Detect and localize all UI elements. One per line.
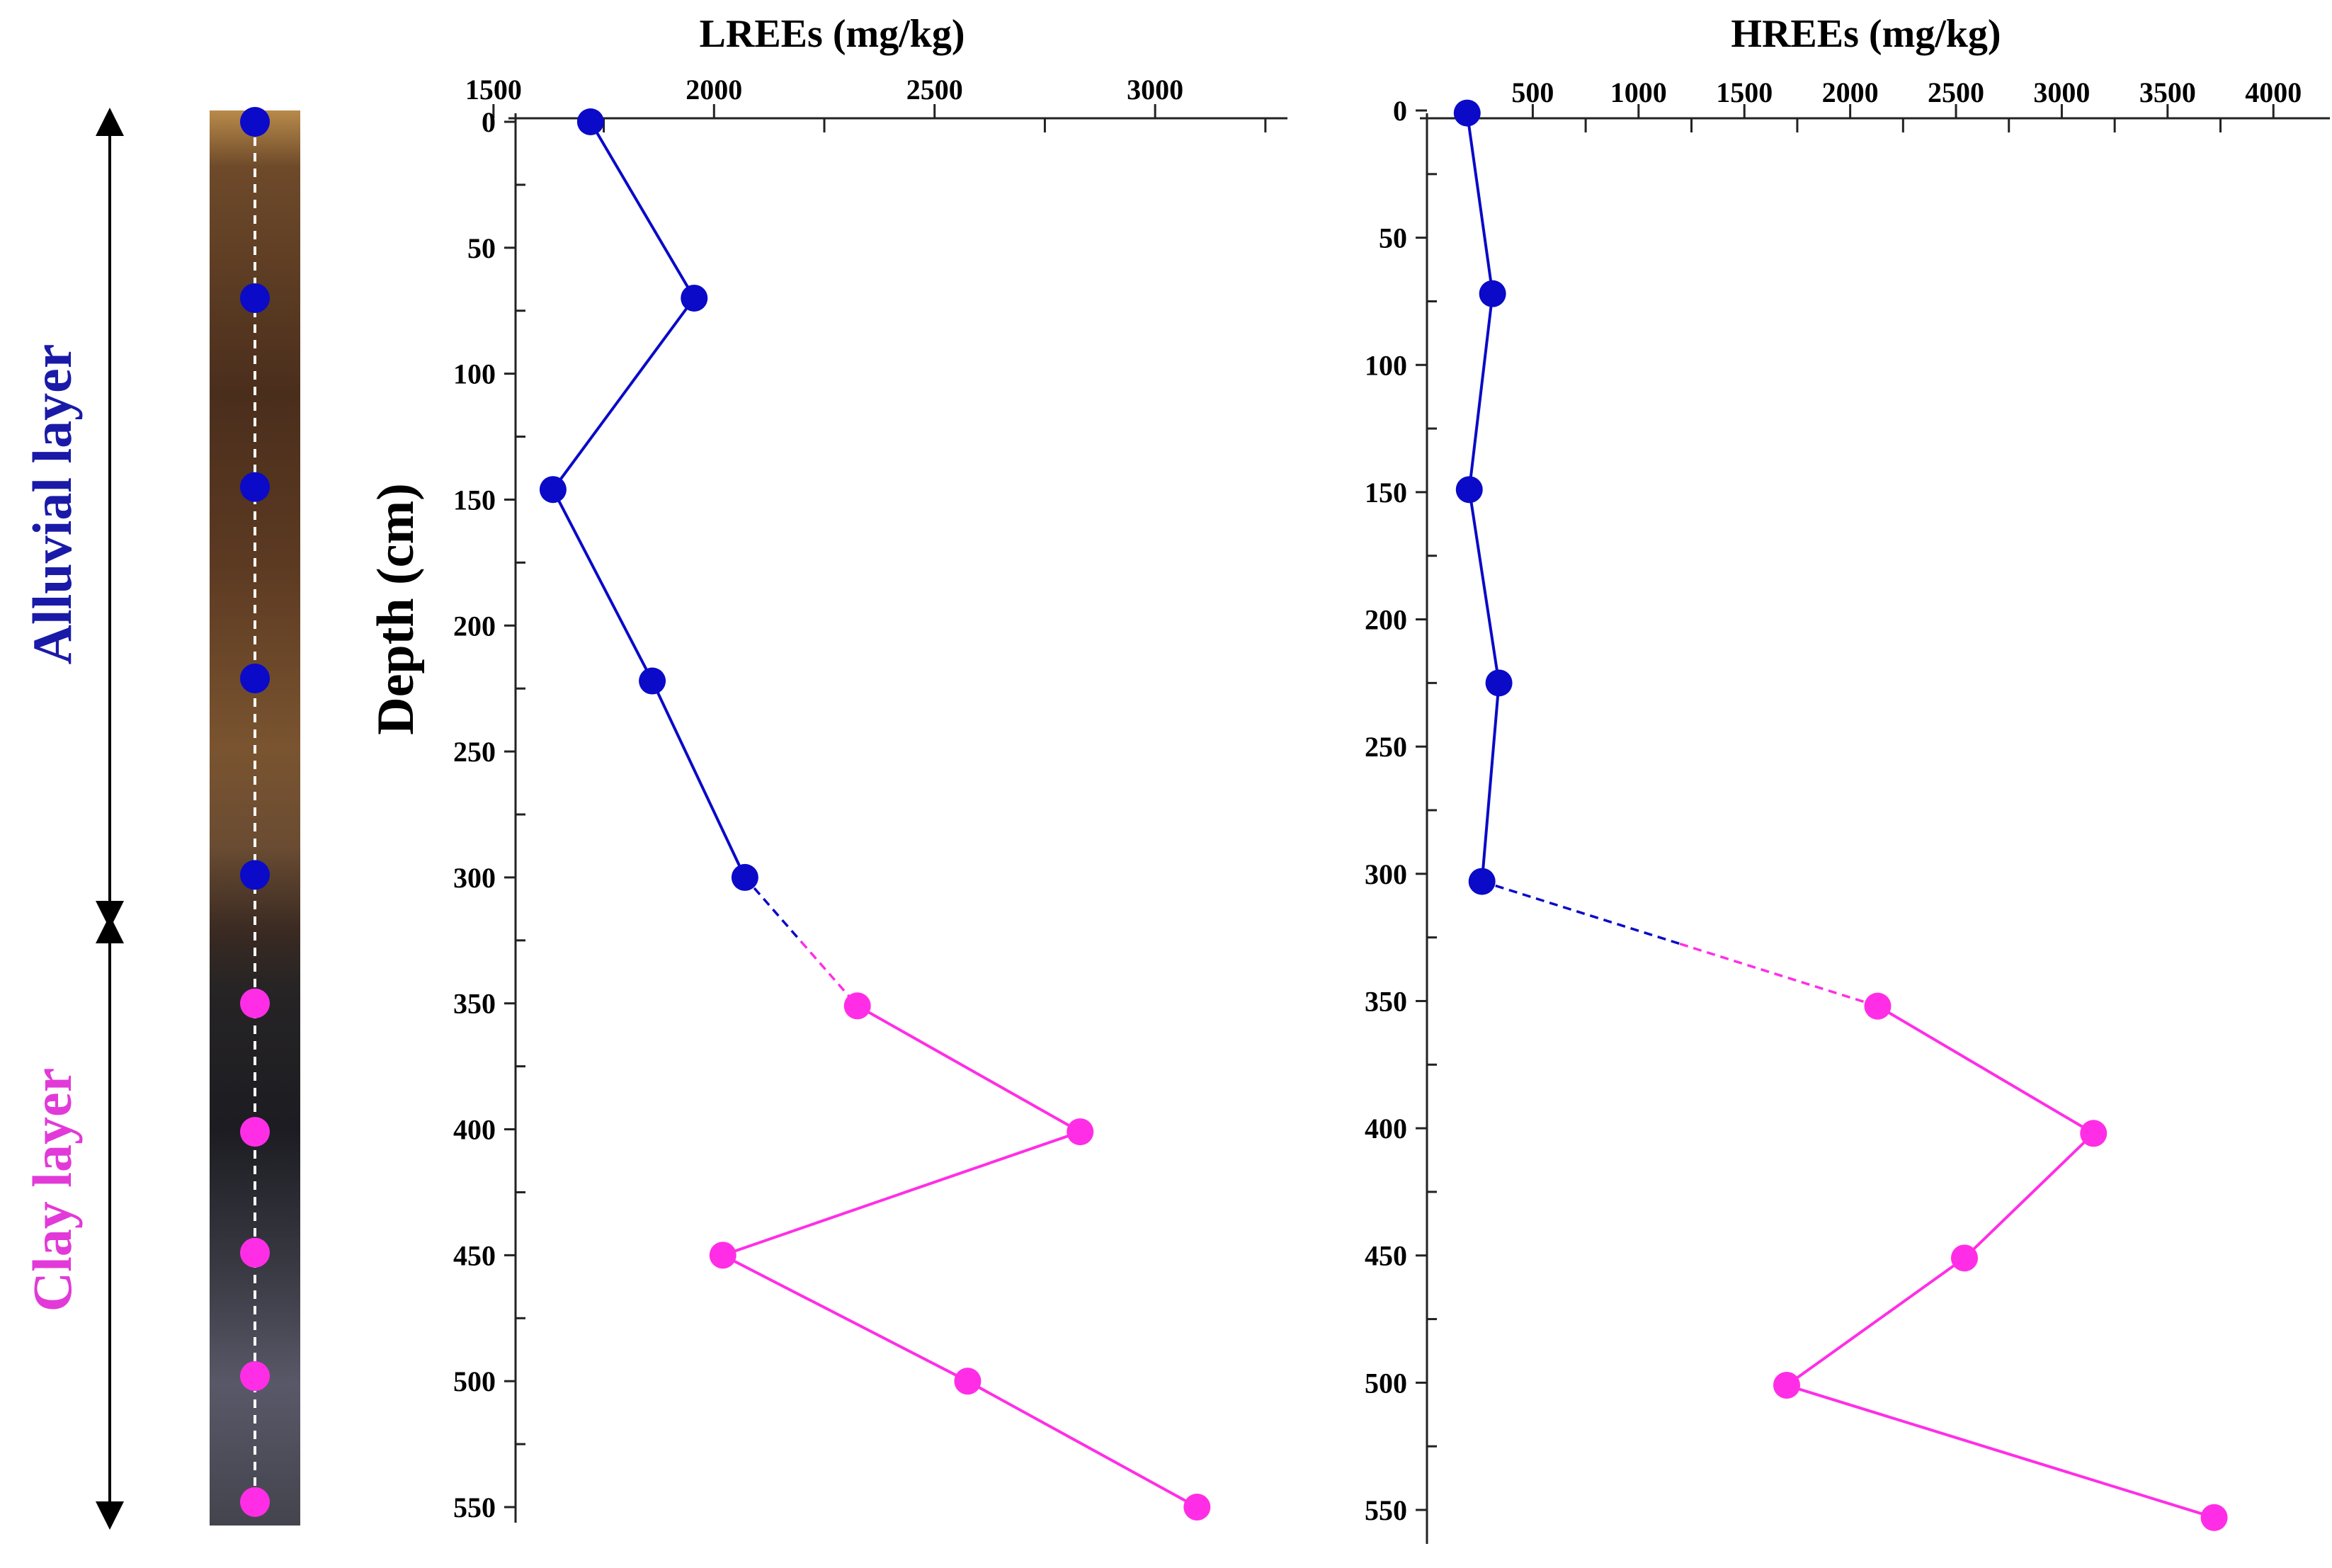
lree-clay-point	[843, 992, 871, 1020]
lree-alluvial-point	[576, 108, 604, 135]
hree-x-tick-label: 1000	[1610, 76, 1667, 108]
hree-panel: HREEs (mg/kg) 500 1000 1500 2000 2500 3000 350…	[1365, 12, 2330, 1544]
core-sample-dot	[240, 1117, 270, 1147]
hree-clay-point	[1773, 1371, 1800, 1399]
hree-y-tick-label: 100	[1365, 349, 1407, 381]
lree-alluvial-point	[731, 863, 758, 891]
lree-y-tick-label: 150	[453, 484, 496, 516]
lree-clay-point	[1183, 1494, 1211, 1521]
lree-y-tick-label: 350	[453, 988, 496, 1020]
hree-clay-line	[1783, 1004, 2215, 1519]
hree-clay-point	[1864, 992, 1892, 1020]
y-axis-title: Depth (cm)	[367, 483, 425, 735]
core-sample-dot	[240, 1487, 270, 1517]
lree-alluvial-line	[551, 120, 746, 878]
hree-y-tick-label: 200	[1365, 604, 1407, 636]
lree-y-tick-label: 300	[453, 862, 496, 894]
lree-x-tick-label: 2000	[686, 74, 742, 106]
lree-alluvial-point	[681, 284, 708, 312]
core-sample-dot	[240, 1361, 270, 1392]
core-sample-dot	[240, 283, 270, 313]
core-sample-dot	[240, 472, 270, 502]
lree-clay-point	[709, 1242, 736, 1269]
hree-alluvial-point	[1468, 868, 1496, 895]
lree-x-tick-label: 1500	[465, 74, 522, 106]
lree-series	[539, 108, 1211, 1521]
hree-y-tick-label: 250	[1365, 731, 1407, 763]
hree-y-tick-label: 150	[1365, 477, 1407, 509]
lree-alluvial-point	[539, 476, 567, 504]
lree-panel: LREEs (mg/kg) 1500 2000 2500 3000 0 50 100 150…	[453, 12, 1287, 1523]
hree-alluvial-point	[1453, 99, 1481, 127]
lree-y-tick-label: 50	[467, 232, 496, 264]
lree-x-ticks: 1500 2000 2500 3000	[465, 74, 1267, 132]
lree-clay-point	[954, 1368, 982, 1395]
lree-y-tick-label: 500	[453, 1365, 496, 1397]
hree-y-tick-label: 0	[1393, 95, 1407, 127]
hree-alluvial-point	[1479, 280, 1506, 307]
hree-clay-point	[1950, 1244, 1978, 1272]
hree-y-tick-label: 400	[1365, 1113, 1407, 1144]
hree-x-tick-label: 2500	[1928, 76, 1984, 108]
layer-brackets: Alluvial layer Clay layer	[21, 108, 124, 1530]
hree-y-tick-label: 450	[1365, 1240, 1407, 1272]
lree-y-tick-label: 250	[453, 736, 496, 768]
hree-x-tick-label: 3500	[2139, 76, 2196, 108]
lree-clay-point	[1067, 1118, 1094, 1146]
lree-y-tick-label: 100	[453, 358, 496, 390]
hree-alluvial-point	[1485, 669, 1513, 697]
lree-axis-title: LREEs (mg/kg)	[700, 12, 965, 56]
hree-x-ticks: 500 1000 1500 2000 2500 3000 3500 4000	[1511, 76, 2302, 132]
lree-transition-dashed-alluvial	[744, 876, 802, 943]
core-sample-dot	[240, 1237, 270, 1268]
core-sample-dots	[240, 107, 270, 1517]
lree-y-ticks: 0 50 100 150 200 250 300 350 400 450 500 550	[453, 106, 525, 1523]
hree-y-tick-label: 300	[1365, 858, 1407, 890]
hree-y-tick-label: 350	[1365, 985, 1407, 1017]
sediment-core	[210, 107, 300, 1526]
clay-layer-label: Clay layer	[21, 1068, 83, 1312]
core-sample-dot	[240, 663, 270, 693]
hree-y-ticks: 0 50 100 150 200 250 300 350 400 450 500 550	[1365, 95, 1437, 1526]
core-sample-dot	[240, 860, 270, 890]
hree-x-tick-label: 3000	[2033, 76, 2090, 108]
lree-x-tick-label: 3000	[1127, 74, 1183, 106]
lree-y-tick-label: 0	[482, 106, 496, 138]
hree-transition-dashed-alluvial	[1481, 880, 1680, 945]
hree-series	[1453, 99, 2228, 1531]
hree-x-tick-label: 4000	[2245, 76, 2302, 108]
lree-y-tick-label: 550	[453, 1492, 496, 1523]
lree-y-tick-label: 200	[453, 610, 496, 642]
hree-x-tick-label: 1500	[1716, 76, 1773, 108]
core-sample-dot	[240, 107, 270, 137]
hree-x-tick-label: 2000	[1822, 76, 1879, 108]
lree-y-tick-label: 450	[453, 1239, 496, 1271]
hree-y-tick-label: 550	[1365, 1494, 1407, 1526]
hree-alluvial-point	[1455, 476, 1483, 504]
hree-transition-dashed-clay	[1679, 942, 1878, 1008]
lree-x-tick-label: 2500	[906, 74, 963, 106]
lree-alluvial-point	[639, 667, 666, 695]
lree-clay-line	[719, 1004, 1198, 1509]
lree-y-tick-label: 400	[453, 1114, 496, 1146]
hree-axis-title: HREEs (mg/kg)	[1731, 12, 2001, 56]
hree-x-tick-label: 500	[1511, 76, 1554, 108]
lree-transition-dashed-clay	[800, 941, 859, 1007]
hree-clay-point	[2080, 1120, 2108, 1147]
alluvial-layer-label: Alluvial layer	[21, 344, 83, 665]
hree-clay-point	[2200, 1504, 2228, 1531]
core-sample-dot	[240, 988, 270, 1018]
hree-y-tick-label: 50	[1379, 222, 1407, 254]
hree-y-tick-label: 500	[1365, 1367, 1407, 1399]
